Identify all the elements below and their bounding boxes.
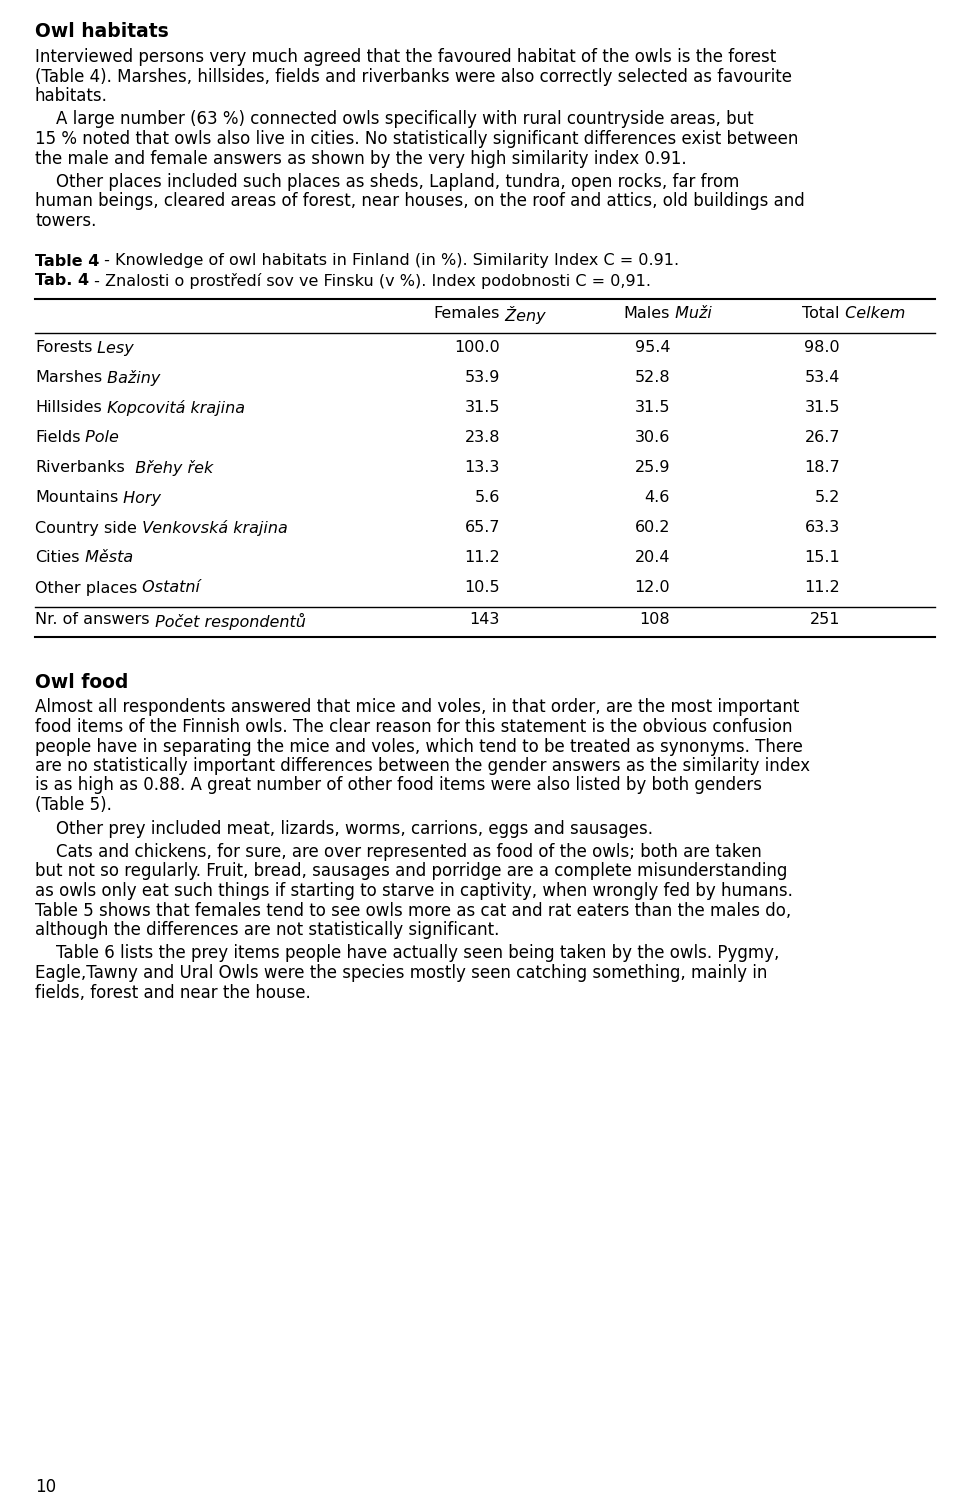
Text: 53.4: 53.4 bbox=[804, 371, 840, 386]
Text: Males: Males bbox=[624, 306, 670, 321]
Text: although the differences are not statistically significant.: although the differences are not statist… bbox=[35, 921, 499, 939]
Text: Females: Females bbox=[434, 306, 500, 321]
Text: Břehy řek: Břehy řek bbox=[125, 461, 213, 476]
Text: 31.5: 31.5 bbox=[804, 401, 840, 416]
Text: towers.: towers. bbox=[35, 212, 96, 230]
Text: 20.4: 20.4 bbox=[635, 551, 670, 565]
Text: 12.0: 12.0 bbox=[635, 580, 670, 595]
Text: 95.4: 95.4 bbox=[635, 341, 670, 356]
Text: 31.5: 31.5 bbox=[635, 401, 670, 416]
Text: 63.3: 63.3 bbox=[804, 521, 840, 536]
Text: 30.6: 30.6 bbox=[635, 431, 670, 446]
Text: Total: Total bbox=[803, 306, 840, 321]
Text: Nr. of answers: Nr. of answers bbox=[35, 613, 150, 628]
Text: Fields: Fields bbox=[35, 431, 81, 446]
Text: 60.2: 60.2 bbox=[635, 521, 670, 536]
Text: 52.8: 52.8 bbox=[635, 371, 670, 386]
Text: 5.2: 5.2 bbox=[815, 491, 840, 506]
Text: 15 % noted that owls also live in cities. No statistically significant differenc: 15 % noted that owls also live in cities… bbox=[35, 131, 799, 149]
Text: Table 5 shows that females tend to see owls more as cat and rat eaters than the : Table 5 shows that females tend to see o… bbox=[35, 901, 791, 919]
Text: (Table 5).: (Table 5). bbox=[35, 796, 112, 814]
Text: - Znalosti o prostředí sov ve Finsku (v %). Index podobnosti C = 0,91.: - Znalosti o prostředí sov ve Finsku (v … bbox=[89, 273, 651, 288]
Text: Hory: Hory bbox=[118, 491, 161, 506]
Text: Eagle,Tawny and Ural Owls were the species mostly seen catching something, mainl: Eagle,Tawny and Ural Owls were the speci… bbox=[35, 964, 767, 982]
Text: are no statistically important differences between the gender answers as the sim: are no statistically important differenc… bbox=[35, 757, 810, 775]
Text: Table 4: Table 4 bbox=[35, 254, 100, 269]
Text: 11.2: 11.2 bbox=[804, 580, 840, 595]
Text: 100.0: 100.0 bbox=[454, 341, 500, 356]
Text: Riverbanks: Riverbanks bbox=[35, 461, 125, 476]
Text: Muži: Muži bbox=[670, 306, 712, 321]
Text: (Table 4). Marshes, hillsides, fields and riverbanks were also correctly selecte: (Table 4). Marshes, hillsides, fields an… bbox=[35, 68, 792, 86]
Text: - Knowledge of owl habitats in Finland (in %). Similarity Index C = 0.91.: - Knowledge of owl habitats in Finland (… bbox=[100, 254, 680, 269]
Text: 98.0: 98.0 bbox=[804, 341, 840, 356]
Text: Lesy: Lesy bbox=[92, 341, 134, 356]
Text: 5.6: 5.6 bbox=[474, 491, 500, 506]
Text: 11.2: 11.2 bbox=[465, 551, 500, 565]
Text: the male and female answers as shown by the very high similarity index 0.91.: the male and female answers as shown by … bbox=[35, 150, 686, 168]
Text: 108: 108 bbox=[639, 613, 670, 628]
Text: 26.7: 26.7 bbox=[804, 431, 840, 446]
Text: Kopcovitá krajina: Kopcovitá krajina bbox=[102, 401, 245, 416]
Text: Ženy: Ženy bbox=[500, 306, 545, 324]
Text: fields, forest and near the house.: fields, forest and near the house. bbox=[35, 984, 311, 1002]
Text: Pole: Pole bbox=[81, 431, 119, 446]
Text: 251: 251 bbox=[809, 613, 840, 628]
Text: Forests: Forests bbox=[35, 341, 92, 356]
Text: 23.8: 23.8 bbox=[465, 431, 500, 446]
Text: habitats.: habitats. bbox=[35, 87, 108, 105]
Text: Marshes: Marshes bbox=[35, 371, 102, 386]
Text: Počet respondentů: Počet respondentů bbox=[150, 613, 305, 629]
Text: Interviewed persons very much agreed that the favoured habitat of the owls is th: Interviewed persons very much agreed tha… bbox=[35, 48, 777, 66]
Text: 65.7: 65.7 bbox=[465, 521, 500, 536]
Text: 18.7: 18.7 bbox=[804, 461, 840, 476]
Text: A large number (63 %) connected owls specifically with rural countryside areas, : A large number (63 %) connected owls spe… bbox=[35, 111, 754, 129]
Text: human beings, cleared areas of forest, near houses, on the roof and attics, old : human beings, cleared areas of forest, n… bbox=[35, 192, 804, 210]
Text: 15.1: 15.1 bbox=[804, 551, 840, 565]
Text: Owl habitats: Owl habitats bbox=[35, 23, 169, 41]
Text: 53.9: 53.9 bbox=[465, 371, 500, 386]
Text: people have in separating the mice and voles, which tend to be treated as synony: people have in separating the mice and v… bbox=[35, 737, 803, 756]
Text: Country side: Country side bbox=[35, 521, 137, 536]
Text: Table 6 lists the prey items people have actually seen being taken by the owls. : Table 6 lists the prey items people have… bbox=[35, 945, 780, 963]
Text: Other places: Other places bbox=[35, 580, 137, 595]
Text: Tab. 4: Tab. 4 bbox=[35, 273, 89, 288]
Text: Almost all respondents answered that mice and voles, in that order, are the most: Almost all respondents answered that mic… bbox=[35, 698, 800, 716]
Text: Owl food: Owl food bbox=[35, 673, 129, 691]
Text: food items of the Finnish owls. The clear reason for this statement is the obvio: food items of the Finnish owls. The clea… bbox=[35, 718, 793, 736]
Text: 4.6: 4.6 bbox=[644, 491, 670, 506]
Text: 143: 143 bbox=[469, 613, 500, 628]
Text: 10: 10 bbox=[35, 1478, 56, 1496]
Text: Bažiny: Bažiny bbox=[102, 371, 160, 386]
Text: but not so regularly. Fruit, bread, sausages and porridge are a complete misunde: but not so regularly. Fruit, bread, saus… bbox=[35, 862, 787, 880]
Text: as owls only eat such things if starting to starve in captivity, when wrongly fe: as owls only eat such things if starting… bbox=[35, 882, 793, 900]
Text: 25.9: 25.9 bbox=[635, 461, 670, 476]
Text: Celkem: Celkem bbox=[840, 306, 905, 321]
Text: Mountains: Mountains bbox=[35, 491, 118, 506]
Text: Other places included such places as sheds, Lapland, tundra, open rocks, far fro: Other places included such places as she… bbox=[35, 173, 739, 191]
Text: Cats and chickens, for sure, are over represented as food of the owls; both are : Cats and chickens, for sure, are over re… bbox=[35, 843, 761, 861]
Text: 10.5: 10.5 bbox=[465, 580, 500, 595]
Text: Other prey included meat, lizards, worms, carrions, eggs and sausages.: Other prey included meat, lizards, worms… bbox=[35, 820, 653, 838]
Text: Ostatní: Ostatní bbox=[137, 580, 201, 595]
Text: Cities: Cities bbox=[35, 551, 80, 565]
Text: Venkovská krajina: Venkovská krajina bbox=[137, 521, 288, 536]
Text: Města: Města bbox=[80, 551, 132, 565]
Text: 31.5: 31.5 bbox=[465, 401, 500, 416]
Text: Hillsides: Hillsides bbox=[35, 401, 102, 416]
Text: is as high as 0.88. A great number of other food items were also listed by both : is as high as 0.88. A great number of ot… bbox=[35, 777, 762, 795]
Text: 13.3: 13.3 bbox=[465, 461, 500, 476]
